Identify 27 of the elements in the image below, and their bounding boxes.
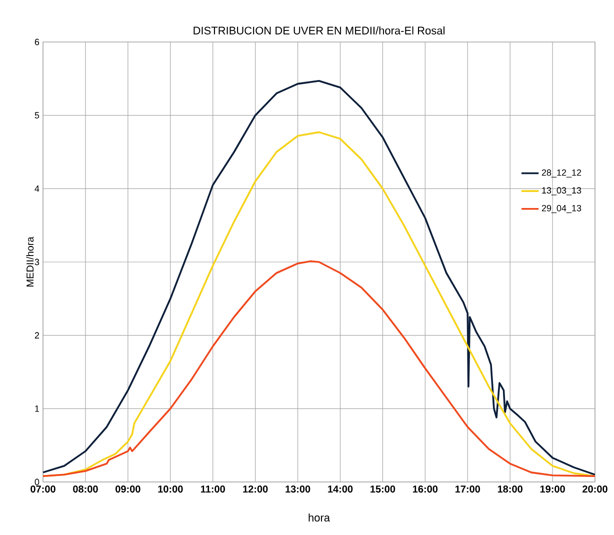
x-tick-label: 19:00 (540, 486, 565, 493)
y-axis-title: MEDII/hora (26, 236, 34, 286)
x-tick-label: 15:00 (370, 486, 396, 493)
x-tick-label: 17:00 (455, 486, 480, 493)
x-tick-label: 16:00 (412, 486, 438, 493)
x-tick-label: 14:00 (328, 486, 353, 493)
y-tick-label: 0 (34, 478, 40, 486)
legend-label: 13_03_13 (542, 187, 582, 196)
x-tick-label: 10:00 (158, 486, 183, 493)
x-tick-label: 12:00 (243, 486, 268, 493)
legend-label: 28_12_12 (542, 169, 582, 178)
legend-label: 29_04_13 (542, 204, 582, 214)
x-tick-label: 20:00 (582, 486, 608, 493)
y-tick-label: 3 (34, 258, 40, 266)
x-tick-label: 13:00 (286, 486, 310, 493)
y-tick-label: 2 (34, 332, 40, 338)
y-tick-label: 5 (34, 112, 40, 118)
y-tick-label: 1 (35, 406, 40, 412)
x-tick-label: 07:00 (30, 486, 56, 493)
x-tick-label: 08:00 (73, 486, 98, 493)
x-tick-label: 18:00 (498, 486, 522, 493)
x-tick-label: 09:00 (116, 486, 140, 493)
chart-title: DISTRIBUCION DE UVER EN MEDII/hora-El Rosal (194, 26, 444, 34)
y-tick-label: 4 (34, 186, 40, 192)
x-tick-label: 11:00 (200, 486, 225, 493)
x-axis-title: hora (308, 513, 330, 522)
y-tick-label: 6 (34, 38, 40, 46)
